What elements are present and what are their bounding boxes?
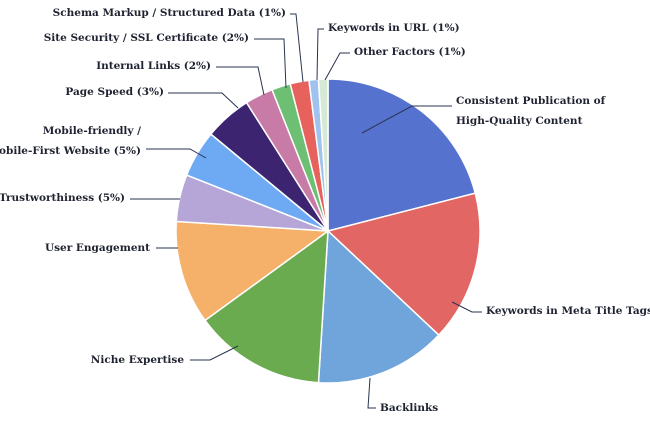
slice-label: Keywords in URL (1%): [328, 22, 460, 34]
slice-label: Internal Links (2%): [96, 60, 211, 72]
slice-label: Niche Expertise: [91, 354, 185, 366]
slice-label: Consistent Publication of: [456, 95, 607, 107]
pie-slice: [203, 229, 329, 384]
pie-slice: [317, 229, 440, 384]
slice-label: Backlinks: [380, 402, 438, 414]
leader-line: [367, 377, 376, 409]
pie-slices: [175, 78, 481, 384]
leader-line: [316, 28, 324, 81]
slice-label: Keywords in Meta Title Tags: [486, 305, 650, 317]
leader-line: [254, 38, 287, 89]
slice-label: High-Quality Content: [456, 115, 583, 127]
leader-line: [361, 105, 452, 134]
slice-label: Mobile-First Website (5%): [0, 145, 141, 157]
pie-slice: [327, 78, 477, 232]
slice-label: Trustworthiness (5%): [0, 192, 125, 204]
slice-label: Site Security / SSL Certificate (2%): [44, 32, 249, 44]
pie-slice: [175, 220, 331, 322]
slice-label: User Engagement: [45, 242, 150, 254]
slice-label: Page Speed (3%): [65, 86, 164, 98]
leader-line: [290, 13, 304, 83]
slice-label: Schema Markup / Structured Data (1%): [53, 7, 286, 19]
leader-line: [324, 52, 350, 81]
leader-line: [451, 301, 482, 313]
slice-label: Mobile-friendly /: [43, 125, 141, 137]
leader-line: [190, 345, 239, 361]
pie-slice: [317, 78, 329, 232]
slice-label: Other Factors (1%): [354, 46, 466, 58]
leader-line: [216, 66, 265, 96]
pie-labels: Consistent Publication of High-Quality Co…: [0, 7, 650, 414]
pie-slice: [326, 192, 481, 337]
leader-line: [168, 92, 239, 109]
leader-line: [146, 148, 207, 159]
